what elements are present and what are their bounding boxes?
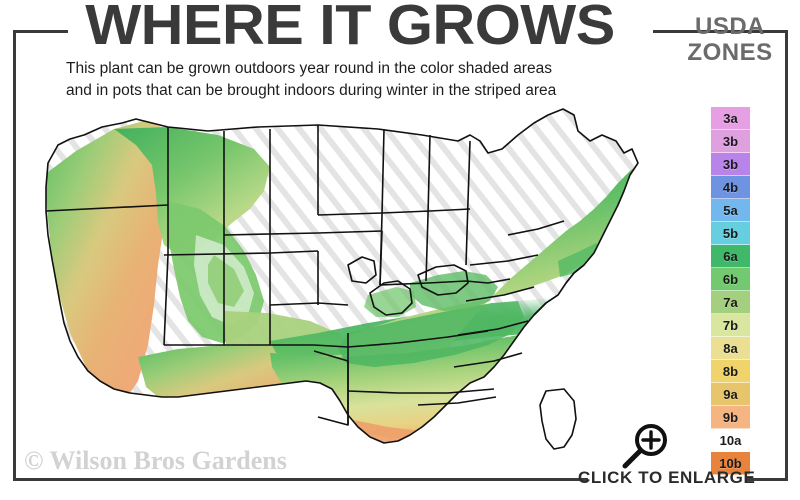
region-coastal-northeast: [558, 243, 604, 277]
zone-swatch-7b: 7b: [711, 314, 750, 337]
zone-swatch-9a: 9a: [711, 383, 750, 406]
page-title: WHERE IT GROWS: [85, 0, 615, 57]
region-great-lakes: [410, 271, 498, 311]
frame-left-edge: [13, 30, 16, 481]
zone-swatch-8a: 8a: [711, 337, 750, 360]
usda-zone-legend: 3a 3b 3b 4b 5a 5b 6a 6b 7a 7b 8a 8b 9a 9b 10a 10b: [711, 107, 750, 475]
zone-swatch-10a: 10a: [711, 429, 750, 452]
frame-bottom-left: [13, 478, 588, 481]
zone-swatch-4b: 4b: [711, 176, 750, 199]
region-basin-green-2: [208, 255, 244, 307]
zone-swatch-3a: 3a: [711, 107, 750, 130]
usda-hardiness-map[interactable]: [18, 105, 678, 450]
zone-swatch-8b: 8b: [711, 360, 750, 383]
magnifier-svg: [622, 424, 667, 469]
zone-swatch-3b-2: 3b: [711, 153, 750, 176]
zone-swatch-5b: 5b: [711, 222, 750, 245]
subtitle: This plant can be grown outdoors year ro…: [66, 58, 626, 102]
zone-swatch-9b: 9b: [711, 406, 750, 429]
zone-swatch-6b: 6b: [711, 268, 750, 291]
frame-right-edge: [785, 30, 788, 481]
region-west-coast: [46, 121, 168, 405]
subtitle-line-1: This plant can be grown outdoors year ro…: [66, 60, 552, 77]
zone-swatch-5a: 5a: [711, 199, 750, 222]
zone-swatch-7a: 7a: [711, 291, 750, 314]
region-ohio-valley: [338, 301, 524, 367]
subtitle-line-2: and in pots that can be brought indoors …: [66, 82, 557, 99]
zone-swatch-3b-1: 3b: [711, 130, 750, 153]
click-to-enlarge-label[interactable]: CLICK TO ENLARGE: [578, 468, 756, 487]
region-pacific-northwest: [114, 127, 270, 255]
magnifier-plus-icon[interactable]: [619, 420, 671, 472]
map-svg: [45, 108, 639, 450]
watermark-copyright: © Wilson Bros Gardens: [24, 446, 287, 475]
legend-heading-line-1: USDA: [694, 13, 765, 40]
map-outlines: [45, 108, 639, 450]
legend-heading: USDA ZONES: [676, 14, 784, 66]
zone-swatch-6a: 6a: [711, 245, 750, 268]
legend-heading-line-2: ZONES: [687, 39, 773, 66]
zone-swatch-10b: 10b: [711, 452, 750, 475]
